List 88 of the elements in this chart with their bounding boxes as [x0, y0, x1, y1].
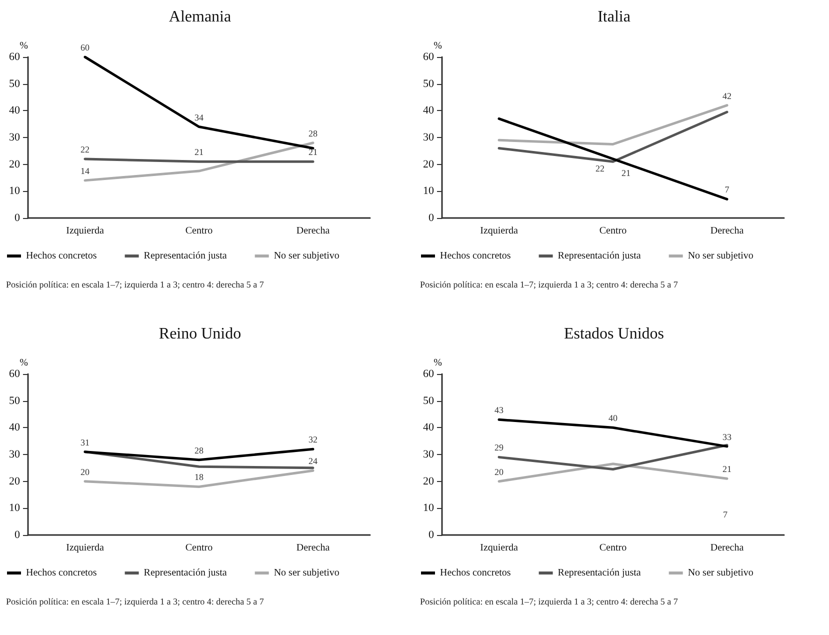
y-tick-label: 60 [423, 51, 434, 63]
y-axis-title: % [20, 358, 28, 368]
chart-title: Alemania [168, 8, 232, 26]
data-label: 42 [722, 90, 732, 101]
y-tick-label: 0 [14, 212, 20, 224]
chart-title: Estados Unidos [564, 326, 664, 342]
chart-title: Italia [598, 8, 630, 26]
x-tick-label: Izquierda [66, 542, 104, 554]
text: Posición política: en escala 1–7; izquierda 1 a 3; centro 4: derecha 5 a 7 [6, 280, 264, 290]
y-tick-label: 20 [423, 475, 434, 488]
y-tick-label: 0 [428, 212, 434, 224]
annotation: 7 [723, 510, 728, 520]
x-tick-label: Centro [599, 542, 627, 554]
y-tick-label: 10 [423, 502, 434, 514]
text: Posición política: en escala 1–7; izquierda 1 a 3; centro 4: derecha 5 a 7 [6, 596, 264, 606]
y-tick-label: 30 [423, 448, 434, 460]
y-tick-label: 40 [423, 104, 434, 117]
data-label: 34 [194, 112, 204, 122]
data-label: 14 [80, 166, 90, 176]
y-tick-label: 30 [9, 448, 20, 460]
data-label: 22 [80, 144, 90, 154]
legend-label: No ser subjetivo [274, 568, 340, 578]
y-tick-label: 20 [9, 158, 20, 170]
y-axis-title: % [434, 358, 442, 368]
y-tick-label: 10 [423, 185, 434, 198]
x-tick-label: Izquierda [480, 226, 518, 236]
y-tick-label: 0 [14, 529, 20, 541]
legend-label: Representación justa [144, 250, 228, 262]
y-tick-label: 20 [423, 158, 434, 170]
data-label: 24 [308, 456, 318, 466]
x-tick-label: Centro [185, 542, 213, 554]
data-label: 7 [724, 184, 730, 195]
legend-label: Hechos concretos [440, 250, 511, 262]
x-tick-label: Derecha [710, 226, 744, 236]
legend-label: Hechos concretos [26, 568, 97, 578]
y-axis-title: % [20, 40, 28, 52]
data-label: 40 [608, 413, 618, 424]
data-label: 21 [722, 464, 732, 474]
y-tick-label: 50 [423, 78, 434, 90]
y-tick-label: 50 [423, 394, 434, 407]
legend-label: Representación justa [558, 568, 642, 578]
y-tick-label: 50 [9, 394, 20, 407]
y-tick-label: 60 [423, 368, 434, 380]
text: Posición política: en escala 1–7; izquierda 1 a 3; centro 4: derecha 5 a 7 [420, 280, 678, 290]
y-tick-label: 40 [9, 422, 20, 434]
x-tick-label: Centro [599, 226, 627, 236]
y-tick-label: 60 [9, 51, 20, 63]
legend-label: Representación justa [558, 250, 642, 262]
data-label: 60 [80, 42, 90, 52]
y-tick-label: 60 [9, 368, 20, 380]
y-tick-label: 10 [9, 185, 20, 198]
text: Posición política: en escala 1–7; izquierda 1 a 3; centro 4: derecha 5 a 7 [420, 596, 678, 606]
x-tick-label: Derecha [296, 226, 330, 236]
data-label: 32 [308, 434, 318, 445]
y-tick-label: 20 [9, 475, 20, 488]
x-tick-label: Izquierda [66, 226, 104, 236]
legend-label: No ser subjetivo [688, 568, 754, 578]
legend-label: No ser subjetivo [688, 250, 754, 262]
data-label: 21 [622, 168, 630, 178]
chart-title: Reino Unido [158, 326, 242, 342]
legend-label: Representación justa [144, 568, 228, 578]
data-label: 43 [494, 405, 504, 416]
y-tick-label: 30 [9, 132, 20, 144]
data-label: 18 [194, 472, 204, 482]
x-tick-label: Izquierda [480, 542, 518, 554]
legend-label: Hechos concretos [26, 250, 97, 262]
y-tick-label: 40 [423, 422, 434, 434]
legend-label: No ser subjetivo [274, 250, 340, 262]
data-label: 33 [722, 432, 732, 442]
legend-label: Hechos concretos [440, 568, 511, 578]
data-label: 28 [194, 445, 204, 456]
data-label: 22 [596, 163, 604, 174]
y-tick-label: 30 [423, 132, 434, 144]
data-label: 20 [80, 466, 90, 477]
y-axis-title: % [434, 40, 442, 52]
data-label: 20 [494, 466, 504, 477]
x-tick-label: Centro [185, 226, 213, 236]
y-tick-label: 0 [428, 529, 434, 541]
data-label: 28 [308, 128, 318, 138]
y-tick-label: 40 [9, 104, 20, 117]
data-label: 21 [308, 147, 318, 158]
x-tick-label: Derecha [296, 542, 330, 554]
y-tick-label: 50 [9, 78, 20, 90]
y-tick-label: 10 [9, 502, 20, 514]
x-tick-label: Derecha [710, 542, 744, 554]
data-label: 21 [194, 147, 204, 158]
data-label: 29 [494, 442, 504, 453]
data-label: 31 [80, 437, 90, 448]
